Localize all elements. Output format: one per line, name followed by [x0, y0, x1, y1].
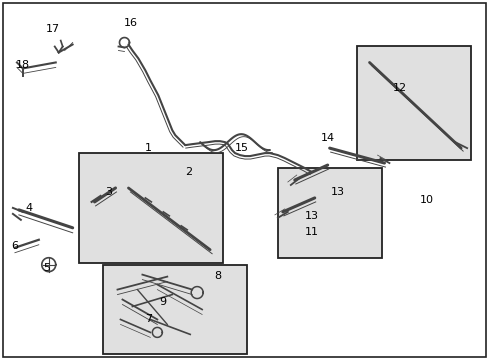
Text: 1: 1 — [144, 143, 152, 153]
Text: 13: 13 — [330, 187, 344, 197]
Bar — [102, 265, 246, 354]
Text: 18: 18 — [16, 60, 30, 71]
Text: 7: 7 — [144, 314, 152, 324]
Text: 6: 6 — [11, 241, 19, 251]
Bar — [79, 153, 223, 263]
Text: 9: 9 — [159, 297, 165, 306]
Text: 14: 14 — [320, 133, 334, 143]
Text: 16: 16 — [123, 18, 137, 28]
Text: 11: 11 — [304, 227, 318, 237]
Text: 10: 10 — [419, 195, 433, 205]
Text: 15: 15 — [235, 143, 248, 153]
Bar — [356, 45, 470, 160]
Bar — [277, 168, 382, 258]
Text: 8: 8 — [214, 271, 221, 281]
Text: 4: 4 — [25, 203, 32, 213]
Text: 2: 2 — [184, 167, 191, 177]
Text: 3: 3 — [105, 187, 112, 197]
Text: 5: 5 — [43, 263, 50, 273]
Text: 12: 12 — [391, 84, 406, 93]
Text: 13: 13 — [304, 211, 318, 221]
Text: 17: 17 — [45, 24, 60, 33]
